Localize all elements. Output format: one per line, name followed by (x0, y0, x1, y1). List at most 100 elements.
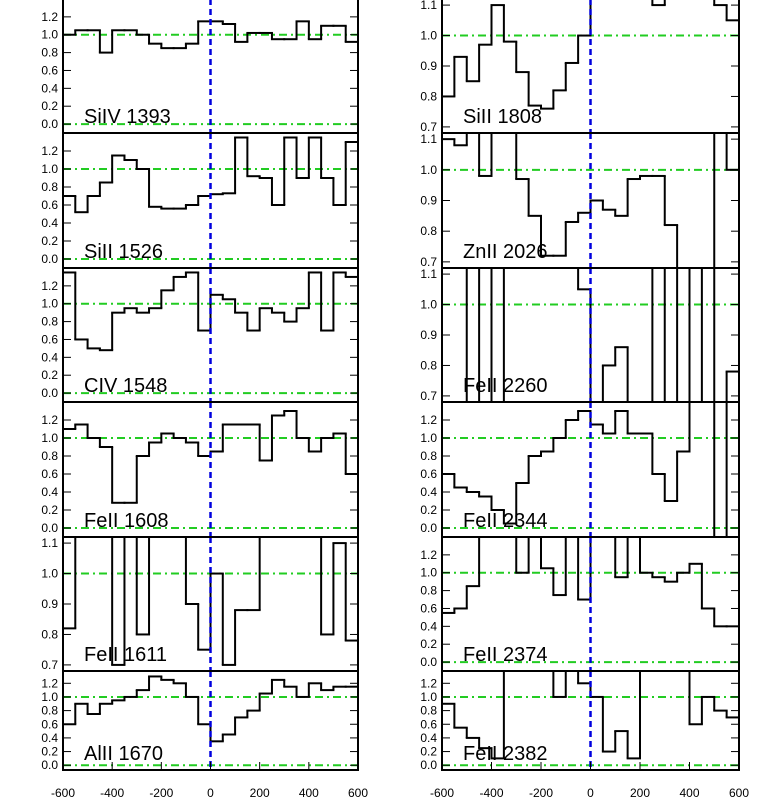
y-tick-label: 0.7 (420, 389, 437, 403)
y-tick-label: 0.0 (420, 655, 437, 669)
y-tick-label: 1.2 (420, 413, 437, 427)
y-tick-label: 0.2 (420, 637, 437, 651)
x-tick-label: 0 (207, 786, 214, 800)
y-tick-label: 1.1 (41, 536, 58, 550)
y-tick-label: 1.1 (420, 267, 437, 281)
plot-area (442, 0, 739, 133)
x-tick-label: -400 (479, 786, 503, 800)
panel: 0.00.20.40.60.81.01.2 -600 -400 -200 0 200 400… (420, 670, 749, 800)
y-tick-label: 0.8 (41, 627, 58, 641)
y-tick-label: 1.2 (420, 548, 437, 562)
y-tick-label: 1.2 (41, 279, 58, 293)
y-tick-label: 1.0 (41, 28, 58, 42)
y-tick-label: 1.2 (41, 10, 58, 24)
x-tick-label: 200 (630, 786, 650, 800)
panel: 0.0 0.2 0.4 0.6 0.8 1.0 1.2 SiIV 1393 (41, 0, 359, 134)
y-tick-label: 0.6 (41, 717, 58, 731)
y-tick-label: 1.0 (41, 690, 58, 704)
y-tick-label: 0.0 (41, 521, 58, 535)
y-tick-label: 0.8 (420, 224, 437, 238)
y-tick-label: 1.0 (420, 163, 437, 177)
y-tick-label: 0.0 (41, 117, 58, 131)
panel: 0.0 0.2 0.4 0.6 0.8 1.0 1.2 FeII 2374 (420, 536, 740, 672)
y-tick-label: 0.4 (41, 731, 58, 745)
y-tick-label: 0.2 (420, 503, 437, 517)
y-tick-label: 1.0 (41, 567, 58, 581)
y-tick-label: 1.1 (420, 0, 437, 12)
y-tick-label: 1.2 (41, 413, 58, 427)
y-tick-label: 0.6 (420, 601, 437, 615)
y-tick-label: 1.0 (41, 297, 58, 311)
y-tick-label: 1.2 (420, 676, 437, 690)
y-tick-label: 1.0 (420, 431, 437, 445)
y-tick-label: 0.6 (41, 198, 58, 212)
plot-area (442, 537, 739, 671)
y-tick-label: 0.8 (41, 180, 58, 194)
y-tick-label: 0.2 (41, 503, 58, 517)
x-tick-label: -400 (100, 786, 124, 800)
y-tick-label: 0.0 (420, 758, 437, 772)
plot-area (442, 402, 739, 537)
y-tick-label: 0.8 (41, 46, 58, 60)
y-tick-label: 1.0 (420, 566, 437, 580)
plot-area (63, 402, 358, 537)
panel: 0.0 0.2 0.4 0.6 0.8 1.0 1.2 SiII 1526 (41, 132, 359, 269)
plot-area (63, 537, 358, 671)
y-tick-label: 0.0 (41, 386, 58, 400)
line-label: FeII 2382 (463, 743, 548, 765)
line-label: ZnII 2026 (463, 241, 548, 263)
panel: 0.0 0.2 0.4 0.6 0.8 1.0 1.2 CIV 1548 (41, 267, 359, 403)
y-tick-label: 0.0 (41, 252, 58, 266)
y-tick-label: 0.8 (420, 704, 437, 718)
y-tick-label: 0.8 (420, 584, 437, 598)
plot-area (442, 671, 739, 770)
y-tick-label: 0.9 (41, 597, 58, 611)
y-tick-label: 0.8 (420, 449, 437, 463)
y-tick-label: 1.0 (420, 690, 437, 704)
x-tick-label: -200 (149, 786, 173, 800)
y-tick-label: 0.4 (41, 81, 58, 95)
plot-area (442, 268, 739, 402)
line-label: SiII 1808 (463, 106, 542, 128)
y-tick-label: 0.7 (420, 255, 437, 269)
x-tick-label: 600 (348, 786, 368, 800)
y-tick-label: 0.4 (420, 731, 437, 745)
x-tick-label: 400 (299, 786, 319, 800)
y-tick-label: 0.6 (420, 467, 437, 481)
y-tick-label: 0.6 (41, 332, 58, 346)
x-tick-label: 0 (587, 786, 594, 800)
plot-area (63, 133, 358, 268)
y-tick-label: 0.4 (41, 216, 58, 230)
y-tick-label: 0.6 (41, 467, 58, 481)
y-tick-label: 0.7 (420, 120, 437, 134)
y-tick-label: 1.2 (41, 676, 58, 690)
y-tick-label: 1.1 (420, 132, 437, 146)
y-tick-label: 0.9 (420, 59, 437, 73)
plot-area (63, 268, 358, 402)
y-tick-label: 1.0 (41, 431, 58, 445)
x-tick-label: -600 (51, 786, 75, 800)
x-tick-label: 400 (679, 786, 699, 800)
y-tick-label: 0.4 (420, 619, 437, 633)
x-tick-label: 200 (250, 786, 270, 800)
y-tick-label: 1.0 (41, 162, 58, 176)
y-tick-label: 0.2 (41, 234, 58, 248)
line-label: FeII 2344 (463, 510, 548, 532)
y-tick-label: 0.2 (41, 99, 58, 113)
panel: 0.7 0.8 0.9 1.0 1.1 ZnII 2026 (420, 132, 740, 269)
y-tick-label: 0.4 (420, 485, 437, 499)
x-tick-label: -200 (529, 786, 553, 800)
x-tick-label: 600 (729, 786, 749, 800)
y-tick-label: 0.6 (41, 63, 58, 77)
y-tick-label: 0.9 (420, 328, 437, 342)
plot-area (63, 0, 358, 133)
y-tick-label: 0.8 (41, 315, 58, 329)
panel: 0.7 0.8 0.9 1.0 1.1 FeII 2260 (420, 267, 740, 403)
y-tick-label: 1.0 (420, 298, 437, 312)
y-tick-label: 0.2 (41, 745, 58, 759)
panel: 0.0 0.2 0.4 0.6 0.8 1.0 1.2 FeII 1608 (41, 401, 359, 538)
line-label: AlII 1670 (84, 743, 163, 765)
x-tick-label: -600 (430, 786, 454, 800)
y-tick-label: 0.4 (41, 350, 58, 364)
